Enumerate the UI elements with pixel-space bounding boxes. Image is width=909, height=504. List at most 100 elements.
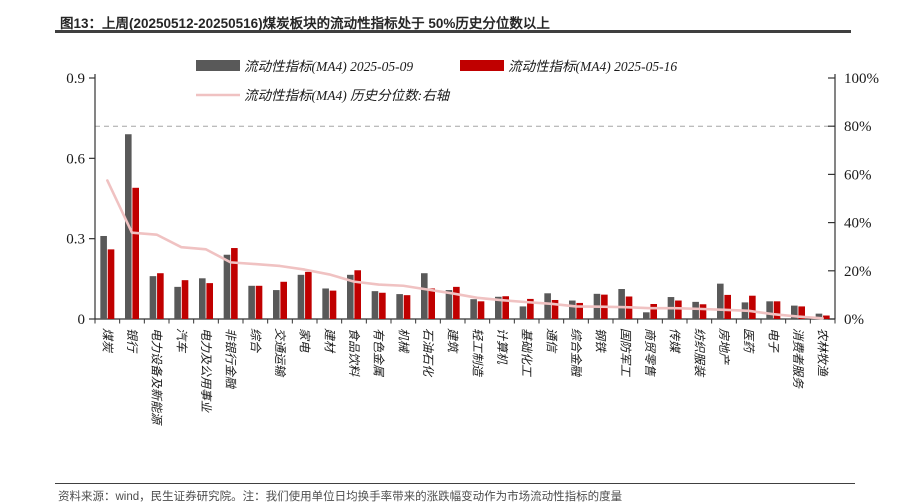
right-axis-tick-label: 0% bbox=[844, 312, 864, 328]
right-axis-tick-label: 20% bbox=[844, 264, 872, 280]
bar-last-week bbox=[132, 187, 139, 319]
title-underline bbox=[55, 30, 851, 33]
legend-item-percentile: 流动性指标(MA4) 历史分位数:右轴 bbox=[244, 88, 451, 103]
bar-prev-week bbox=[815, 313, 823, 319]
bar-last-week bbox=[551, 299, 559, 319]
bar-prev-week bbox=[273, 290, 280, 319]
category-label: 电力及公用事业 bbox=[199, 328, 213, 413]
bar-prev-week bbox=[322, 288, 329, 319]
category-label: 综合金融 bbox=[569, 328, 583, 377]
category-label: 基础化工 bbox=[520, 328, 534, 377]
category-label: 计算机 bbox=[495, 328, 509, 365]
bar-prev-week bbox=[347, 274, 354, 319]
bar-last-week bbox=[107, 249, 115, 319]
legend-item-last-week: 流动性指标(MA4) 2025-05-16 bbox=[508, 59, 677, 74]
bar-last-week bbox=[354, 270, 361, 319]
bar-last-week bbox=[823, 315, 830, 319]
bar-prev-week bbox=[470, 299, 477, 319]
bar-last-week bbox=[650, 304, 657, 319]
category-label: 商贸零售 bbox=[643, 328, 657, 377]
left-axis-tick-label: 0.9 bbox=[66, 71, 85, 87]
source-note: 资料来源：wind，民生证券研究院。注：我们使用单位日均换手率带来的涨跌幅变动作… bbox=[58, 491, 623, 503]
bar-prev-week bbox=[396, 294, 403, 319]
bar-last-week bbox=[798, 306, 805, 319]
bar-last-week bbox=[379, 292, 386, 319]
category-label: 钢铁 bbox=[594, 328, 608, 354]
category-label: 石油石化 bbox=[421, 328, 435, 378]
category-label: 医药 bbox=[742, 328, 756, 354]
bar-prev-week bbox=[421, 273, 428, 319]
bar-prev-week bbox=[544, 293, 551, 319]
category-label: 食品饮料 bbox=[347, 328, 361, 377]
bar-last-week bbox=[403, 295, 411, 319]
legend-swatch bbox=[196, 60, 240, 71]
bar-last-week bbox=[157, 273, 164, 319]
figure-title: 图13：上周(20250512-20250516)煤炭板块的流动性指标处于 50… bbox=[60, 16, 550, 31]
bar-prev-week bbox=[371, 291, 379, 319]
bar-prev-week bbox=[199, 278, 206, 319]
legend-swatch bbox=[460, 60, 504, 71]
bar-last-week bbox=[576, 302, 583, 319]
bar-last-week bbox=[206, 283, 213, 319]
percentile-line bbox=[106, 179, 824, 320]
category-label: 纺织服装 bbox=[692, 328, 706, 378]
bar-last-week bbox=[749, 295, 756, 319]
bar-prev-week bbox=[618, 289, 625, 319]
bar-last-week bbox=[453, 286, 460, 319]
left-axis-tick-label: 0.3 bbox=[66, 232, 85, 248]
category-label: 建材 bbox=[322, 328, 336, 354]
category-label: 有色金属 bbox=[372, 328, 386, 378]
bar-last-week bbox=[181, 280, 189, 319]
chart-canvas: 0 0.3 0.6 0.9 0% 20% 40% 60% 80% 100% 煤炭 银行 电力设备及新能源… bbox=[66, 59, 879, 426]
bar-prev-week bbox=[519, 306, 527, 319]
bar-prev-week bbox=[297, 274, 305, 319]
bar-last-week bbox=[255, 285, 263, 319]
category-label: 通信 bbox=[544, 328, 558, 354]
category-label: 综合 bbox=[248, 328, 262, 354]
bar-last-week bbox=[675, 300, 682, 319]
right-axis-tick-label: 40% bbox=[844, 216, 872, 232]
category-label: 家电 bbox=[298, 328, 312, 353]
bar-prev-week bbox=[223, 254, 231, 319]
bar-last-week bbox=[280, 281, 287, 319]
category-label: 农林牧渔 bbox=[816, 328, 830, 377]
bar-last-week bbox=[428, 288, 435, 319]
bar-prev-week bbox=[766, 301, 773, 319]
footer-divider bbox=[55, 483, 855, 485]
bar-prev-week bbox=[248, 285, 255, 319]
bar-last-week bbox=[231, 248, 238, 319]
category-label: 煤炭 bbox=[100, 328, 114, 353]
bar-last-week bbox=[329, 290, 337, 319]
right-axis-tick-label: 80% bbox=[844, 119, 872, 135]
category-label: 电子 bbox=[766, 328, 780, 353]
right-axis-tick-label: 60% bbox=[844, 167, 872, 183]
left-axis-tick-label: 0.6 bbox=[66, 151, 85, 167]
left-axis-tick-label: 0 bbox=[78, 312, 86, 328]
bar-last-week bbox=[527, 298, 534, 319]
bar-last-week bbox=[305, 271, 312, 319]
bar-last-week bbox=[502, 296, 509, 319]
bar-last-week bbox=[724, 294, 731, 319]
category-label: 机械 bbox=[396, 328, 410, 354]
category-label: 电力设备及新能源 bbox=[150, 328, 164, 426]
bar-prev-week bbox=[569, 300, 576, 319]
category-label: 建筑 bbox=[446, 328, 460, 354]
category-label: 银行 bbox=[125, 328, 139, 354]
category-label: 消费者服务 bbox=[791, 328, 805, 389]
bar-prev-week bbox=[445, 290, 453, 319]
bar-prev-week bbox=[495, 296, 502, 319]
bar-prev-week bbox=[174, 286, 181, 319]
bar-last-week bbox=[773, 301, 781, 319]
category-label: 汽车 bbox=[174, 328, 188, 354]
category-label: 房地产 bbox=[717, 328, 731, 365]
bar-prev-week bbox=[692, 301, 699, 319]
bar-last-week bbox=[699, 304, 707, 319]
bar-prev-week bbox=[100, 235, 107, 319]
category-label: 传媒 bbox=[668, 328, 682, 354]
bar-prev-week bbox=[643, 312, 650, 319]
bar-prev-week bbox=[149, 276, 157, 319]
category-label: 轻工制造 bbox=[470, 328, 484, 377]
category-label: 交通运输 bbox=[273, 328, 287, 378]
